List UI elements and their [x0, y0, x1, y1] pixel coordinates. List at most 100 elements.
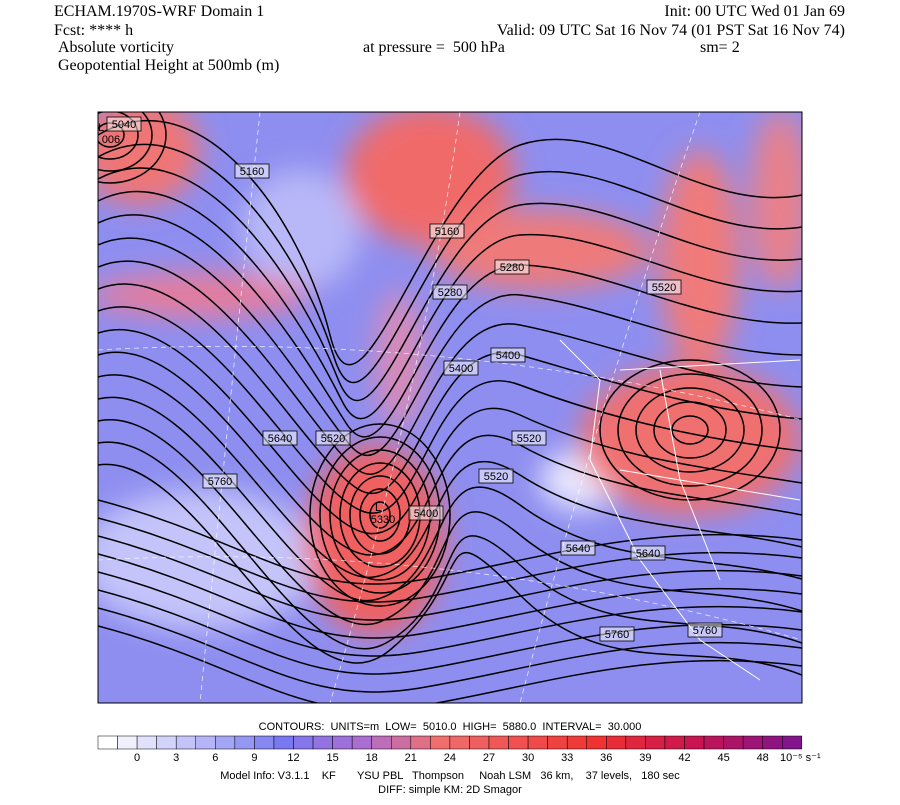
colorbar-tick-label: 36: [600, 752, 612, 764]
colorbar-tick-label: 15: [326, 752, 338, 764]
contour-line: [98, 306, 802, 514]
colorbar-cell: [117, 735, 138, 750]
contour-label: 5640: [636, 548, 660, 560]
pressure-level: at pressure = 500 hPa: [363, 39, 505, 56]
colorbar-cell: [664, 735, 685, 750]
colorbar-cell: [195, 735, 216, 750]
contour-label-box: [408, 505, 444, 521]
colorbar-cell: [606, 735, 627, 750]
contour-line: [98, 463, 802, 676]
contour-label: 5640: [268, 433, 292, 445]
contour-line: [98, 329, 802, 535]
colorbar-cell: [469, 735, 490, 750]
contour-line: [98, 112, 153, 172]
colorbar-cell: [175, 735, 196, 750]
colorbar-cell: [527, 735, 548, 750]
contour-label-box: [106, 116, 142, 132]
contour-label-box: [490, 347, 526, 363]
colorbar-cell: [215, 735, 236, 750]
borders: [559, 339, 801, 681]
colorbar-cell: [312, 735, 333, 750]
colorbar-tick-label: 45: [717, 752, 729, 764]
valid-time: Valid: 09 UTC Sat 16 Nov 74 (01 PST Sat …: [497, 22, 845, 39]
colorbar-tick-label: 42: [678, 752, 690, 764]
contour-line: [98, 517, 802, 603]
contour-line: [599, 359, 781, 501]
smoothing: sm= 2: [700, 39, 740, 56]
contour-label-box: [646, 279, 682, 295]
colorbar-tick-label: 6: [212, 752, 218, 764]
contour-label: 5760: [605, 629, 629, 641]
contour-label: L: [98, 122, 104, 134]
colorbar-cell: [508, 735, 529, 750]
contour-label-box: [630, 545, 666, 561]
colorbar-tick-label: 21: [405, 752, 417, 764]
colorbar-tick-label: 48: [757, 752, 769, 764]
contour-label: 5160: [435, 226, 459, 238]
contour-line: [98, 571, 802, 657]
colorbar-cell: [293, 735, 314, 750]
colorbar-cell: [273, 735, 294, 750]
contour-label-box: [560, 540, 596, 556]
contour-label-box: [478, 468, 514, 484]
contour-label: 5400: [449, 363, 473, 375]
colorbar: 0 3 6 9 12 15 18 21 24 27 30 33 36 39 42 45 48: [97, 735, 803, 764]
diff-info: DIFF: simple KM: 2D Smagor: [378, 784, 522, 796]
colorbar-tick-label: 0: [134, 752, 140, 764]
contour-label-box: [511, 430, 547, 446]
contour-label: 5520: [484, 471, 508, 483]
height-contours: [98, 112, 802, 703]
field-name: Absolute vorticity: [58, 39, 174, 56]
contour-label: 5400: [496, 350, 520, 362]
colorbar-cell: [97, 735, 118, 750]
contour-line: [369, 501, 391, 529]
lat-lon-grid: [98, 112, 802, 703]
contour-line: [98, 499, 802, 585]
contour-line: [309, 423, 451, 607]
contour-label-box: [262, 430, 298, 446]
init-time: Init: 00 UTC Wed 01 Jan 69: [664, 3, 845, 20]
contour-line: [98, 260, 802, 475]
contour-line: [98, 167, 802, 401]
colorbar-tick-label: 24: [444, 752, 456, 764]
colorbar-cell: [723, 735, 744, 750]
colorbar-cell: [742, 735, 763, 750]
contour-label-box: [443, 360, 479, 376]
colorbar-cell: [449, 735, 470, 750]
contour-line: [98, 419, 802, 625]
colorbar-tick-label: 27: [483, 752, 495, 764]
contour-label-box: [202, 473, 238, 489]
colorbar-tick-label: 12: [287, 752, 299, 764]
colorbar-cell: [566, 735, 588, 750]
contour-line: [98, 283, 802, 494]
contour-label: 5520: [321, 433, 345, 445]
colorbar-tick-label: 3: [173, 752, 179, 764]
colorbar-tick-label: 30: [522, 752, 534, 764]
contour-line: [98, 441, 802, 650]
contour-line: [98, 237, 802, 456]
colorbar-tick-label: 33: [561, 752, 573, 764]
contour-label-box: [234, 163, 270, 179]
colorbar-cell: [254, 735, 275, 750]
contour-label: 5040: [112, 119, 136, 131]
colorbar-tick-label: 18: [366, 752, 378, 764]
colorbar-cell: [762, 735, 783, 750]
contour-line: [653, 401, 727, 459]
contour-line: [98, 553, 802, 639]
contour-line: [98, 143, 802, 384]
contour-label: 5160: [240, 166, 264, 178]
colorbar-cell: [371, 735, 392, 750]
contour-label: 5640: [566, 543, 590, 555]
colorbar-cell: [782, 735, 803, 750]
contour-label: 006: [102, 134, 120, 146]
contour-label-box: [599, 626, 635, 642]
contour-field-name: Geopotential Height at 500mb (m): [58, 57, 279, 74]
colorbar-cell: [645, 735, 666, 750]
colorbar-cell: [586, 735, 607, 750]
contour-label-box: [687, 622, 723, 638]
contour-line: [359, 488, 401, 542]
contour-line: [671, 415, 709, 445]
colorbar-cell: [684, 735, 705, 750]
contour-label: 5520: [652, 282, 676, 294]
